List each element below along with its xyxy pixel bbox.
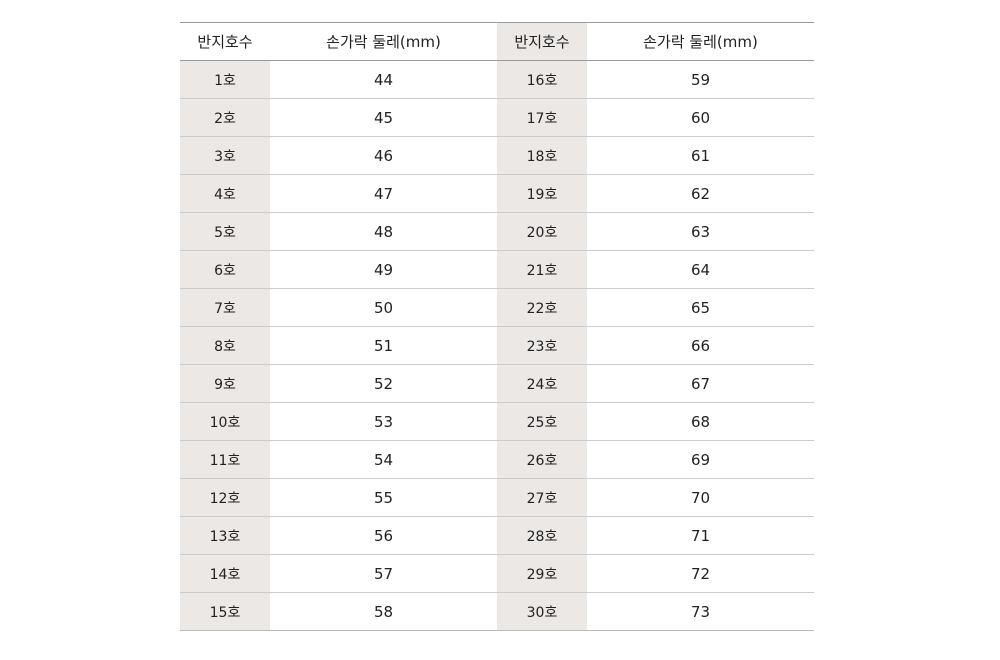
ring-size-cell: 28호: [497, 516, 587, 555]
ring-size-cell: 5호: [180, 212, 270, 251]
table-row: 3호 46 18호 61: [180, 136, 814, 175]
circumference-cell: 68: [587, 402, 814, 441]
ring-size-cell: 24호: [497, 364, 587, 403]
header-cell: 손가락 둘레(mm): [270, 22, 497, 61]
ring-size-cell: 22호: [497, 288, 587, 327]
circumference-cell: 61: [587, 136, 814, 175]
circumference-cell: 55: [270, 478, 497, 517]
ring-size-cell: 8호: [180, 326, 270, 365]
circumference-cell: 51: [270, 326, 497, 365]
ring-size-cell: 9호: [180, 364, 270, 403]
ring-size-cell: 1호: [180, 60, 270, 99]
ring-size-cell: 30호: [497, 592, 587, 631]
table-row: 6호 49 21호 64: [180, 250, 814, 289]
ring-size-cell: 7호: [180, 288, 270, 327]
ring-size-cell: 13호: [180, 516, 270, 555]
circumference-cell: 59: [690, 70, 711, 89]
ring-size-cell: 26호: [497, 440, 587, 479]
ring-size-cell: 21호: [497, 250, 587, 289]
ring-size-cell: 10호: [180, 402, 270, 441]
ring-size-cell: 15호: [180, 592, 270, 631]
header-cell: 반지호수: [497, 22, 587, 61]
circumference-cell: 57: [270, 554, 497, 593]
table-row: 1호 44 16호 59: [180, 60, 814, 99]
table-row: 7호 50 22호 65: [180, 288, 814, 327]
ring-size-cell: 4호: [180, 174, 270, 213]
circumference-cell: 48: [270, 212, 497, 251]
ring-size-cell: 20호: [497, 212, 587, 251]
ring-size-cell: 6호: [180, 250, 270, 289]
ring-size-cell: 23호: [497, 326, 587, 365]
table-row: 2호 45 17호 60: [180, 98, 814, 137]
table-body: 반지호수 손가락 둘레(mm) 반지호수 손가락 둘레(mm) 1호 44 16호 5…: [180, 22, 814, 631]
circumference-cell: 47: [270, 174, 497, 213]
ring-size-cell: 17호: [497, 98, 587, 137]
circumference-cell: 58: [270, 592, 497, 631]
circumference-cell: 50: [270, 288, 497, 327]
circumference-cell: 63: [587, 212, 814, 251]
table-row: 10호 53 25호 68: [180, 402, 814, 441]
circumference-cell: 69: [587, 440, 814, 479]
header-row: 반지호수 손가락 둘레(mm) 반지호수 손가락 둘레(mm): [180, 22, 814, 61]
table-row: 11호 54 26호 69: [180, 440, 814, 479]
ring-size-cell: 3호: [180, 136, 270, 175]
circumference-cell: 66: [587, 326, 814, 365]
ring-size-cell: 27호: [497, 478, 587, 517]
table-row: 12호 55 27호 70: [180, 478, 814, 517]
ring-size-cell: 11호: [180, 440, 270, 479]
circumference-cell: 62: [587, 174, 814, 213]
table-row: 14호 57 29호 72: [180, 554, 814, 593]
circumference-cell: 53: [270, 402, 497, 441]
table-row: 5호 48 20호 63: [180, 212, 814, 251]
ring-size-cell: 14호: [180, 554, 270, 593]
circumference-cell: 46: [270, 136, 497, 175]
table-row: 4호 47 19호 62: [180, 174, 814, 213]
ring-size-table: 반지호수 손가락 둘레(mm) 반지호수 손가락 둘레(mm) 1호 44 16호 5…: [180, 22, 814, 631]
circumference-cell: 64: [587, 250, 814, 289]
circumference-cell: 70: [587, 478, 814, 517]
ring-size-cell: 2호: [180, 98, 270, 137]
header-cell: 손가락 둘레(mm): [587, 22, 814, 61]
circumference-cell: 45: [270, 98, 497, 137]
circumference-cell: 73: [587, 592, 814, 631]
circumference-cell: 72: [587, 554, 814, 593]
table-row: 8호 51 23호 66: [180, 326, 814, 365]
circumference-cell: 52: [270, 364, 497, 403]
circumference-cell: 67: [587, 364, 814, 403]
circumference-cell: 49: [270, 250, 497, 289]
ring-size-cell: 25호: [497, 402, 587, 441]
ring-size-cell: 16호: [497, 60, 587, 99]
table-row: 15호 58 30호 73: [180, 592, 814, 631]
circumference-cell: 60: [587, 98, 814, 137]
ring-size-cell: 18호: [497, 136, 587, 175]
circumference-cell: 65: [587, 288, 814, 327]
circumference-cell: 44: [373, 70, 394, 89]
circumference-cell: 71: [587, 516, 814, 555]
ring-size-cell: 12호: [180, 478, 270, 517]
ring-size-cell: 19호: [497, 174, 587, 213]
circumference-cell: 54: [270, 440, 497, 479]
table-row: 13호 56 28호 71: [180, 516, 814, 555]
header-cell: 반지호수: [180, 22, 270, 61]
ring-size-cell: 29호: [497, 554, 587, 593]
circumference-cell: 56: [270, 516, 497, 555]
table-row: 9호 52 24호 67: [180, 364, 814, 403]
